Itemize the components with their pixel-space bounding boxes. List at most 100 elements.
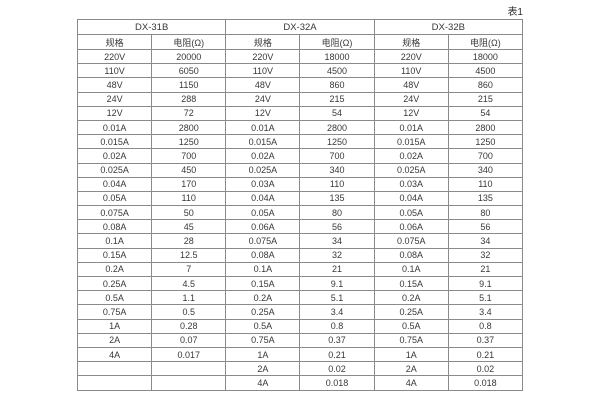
table-row: 0.02A 700 0.02A 700 0.02A 700: [76, 148, 524, 164]
resistance-cell: 1250: [299, 134, 375, 150]
spec-cell: 0.015A: [76, 134, 153, 150]
resistance-cell: 0.017: [151, 346, 227, 363]
spec-cell: 0.01A: [225, 119, 301, 136]
resistance-cell: 80: [299, 205, 375, 221]
resistance-cell: 0.8: [299, 318, 375, 334]
resistance-cell: 860: [447, 77, 524, 93]
spec-cell: 110V: [225, 63, 301, 79]
group-header-dx32b: DX-32B: [373, 19, 524, 35]
spec-cell: 0.02A: [373, 148, 449, 164]
spec-cell: 0.5A: [225, 318, 301, 334]
resistance-cell: 0.5: [151, 304, 227, 320]
spec-cell: 0.01A: [76, 119, 153, 136]
resistance-cell: 18000: [299, 48, 375, 65]
resistance-cell: 0.8: [447, 318, 524, 334]
resistance-cell: 54: [447, 105, 524, 121]
spec-cell: 4A: [373, 375, 449, 391]
spec-cell: 0.05A: [225, 205, 301, 221]
spec-cell: 0.04A: [225, 190, 301, 207]
spec-cell: 0.15A: [225, 275, 301, 292]
spec-cell: 0.075A: [225, 233, 301, 249]
resistance-cell: 340: [299, 162, 375, 178]
resistance-cell: 5.1: [299, 290, 375, 306]
spec-cell: 12V: [225, 105, 301, 121]
spec-cell: 220V: [76, 48, 153, 65]
resistance-cell: 110: [447, 176, 524, 192]
column-header-spec: 规格: [225, 34, 301, 50]
spec-cell: 0.015A: [373, 134, 449, 150]
resistance-cell: 288: [151, 91, 227, 107]
table-row: 0.1A 28 0.075A 34 0.075A 34: [76, 233, 524, 249]
resistance-cell: 1250: [447, 134, 524, 150]
resistance-cell: 34: [299, 233, 375, 249]
spec-cell: [76, 361, 153, 377]
resistance-cell: 0.02: [447, 361, 524, 377]
resistance-cell: 34: [447, 233, 524, 249]
spec-cell: 0.15A: [76, 247, 153, 263]
resistance-cell: 110: [151, 190, 227, 207]
resistance-cell: [151, 375, 227, 391]
spec-cell: 4A: [225, 375, 301, 391]
resistance-cell: 80: [447, 205, 524, 221]
resistance-cell: 700: [299, 148, 375, 164]
resistance-cell: 4500: [447, 63, 524, 79]
resistance-cell: 450: [151, 162, 227, 178]
table-row: 24V 288 24V 215 24V 215: [76, 91, 524, 107]
resistance-cell: 6050: [151, 63, 227, 79]
spec-cell: 110V: [373, 63, 449, 79]
table-row: 0.01A 2800 0.01A 2800 0.01A 2800: [76, 119, 524, 136]
spec-cell: 0.04A: [373, 190, 449, 207]
table-row: 0.75A 0.5 0.25A 3.4 0.25A 3.4: [76, 304, 524, 320]
resistance-cell: 0.018: [299, 375, 375, 391]
spec-cell: 0.2A: [373, 290, 449, 306]
resistance-cell: 215: [299, 91, 375, 107]
group-header-dx31b: DX-31B: [76, 19, 227, 35]
resistance-cell: 135: [299, 190, 375, 207]
resistance-cell: 3.4: [299, 304, 375, 320]
table-row: 0.2A 7 0.1A 21 0.1A 21: [76, 261, 524, 278]
table-row: 0.15A 12.5 0.08A 32 0.08A 32: [76, 247, 524, 263]
spec-cell: 0.04A: [76, 176, 153, 192]
spec-cell: 1A: [76, 318, 153, 334]
column-header-resistance: 电阻(Ω): [447, 34, 524, 50]
table-row: 12V 72 12V 54 12V 54: [76, 105, 524, 121]
table-row: 0.25A 4.5 0.15A 9.1 0.15A 9.1: [76, 275, 524, 292]
spec-cell: 4A: [76, 346, 153, 363]
resistance-cell: 4.5: [151, 275, 227, 292]
spec-cell: 0.1A: [225, 261, 301, 278]
group-header-dx32a: DX-32A: [225, 19, 375, 35]
spec-cell: 0.5A: [76, 290, 153, 306]
spec-cell: 0.08A: [225, 247, 301, 263]
table-body: 220V 20000 220V 18000 220V 18000 110V 6050 110V 4…: [76, 48, 524, 391]
resistance-cell: 0.37: [447, 332, 524, 348]
resistance-cell: 4500: [299, 63, 375, 79]
resistance-cell: 45: [151, 219, 227, 235]
resistance-cell: 860: [299, 77, 375, 93]
spec-cell: 0.2A: [225, 290, 301, 306]
table-row: 48V 1150 48V 860 48V 860: [76, 77, 524, 93]
resistance-cell: 0.21: [299, 346, 375, 363]
table-row: 0.08A 45 0.06A 56 0.06A 56: [76, 219, 524, 235]
resistance-cell: 32: [299, 247, 375, 263]
resistance-spec-table: DX-31B DX-32A DX-32B 规格 电阻(Ω) 规格 电阻(Ω) 规…: [76, 19, 524, 391]
spec-cell: 48V: [76, 77, 153, 93]
resistance-cell: 21: [299, 261, 375, 278]
spec-cell: 110V: [76, 63, 153, 79]
spec-cell: 48V: [373, 77, 449, 93]
column-header-resistance: 电阻(Ω): [151, 34, 227, 50]
spec-cell: 24V: [76, 91, 153, 107]
column-header-spec: 规格: [76, 34, 153, 50]
resistance-cell: 2800: [447, 119, 524, 136]
spec-cell: 220V: [373, 48, 449, 65]
spec-cell: [76, 375, 153, 391]
resistance-cell: 56: [299, 219, 375, 235]
spec-cell: 24V: [225, 91, 301, 107]
spec-cell: 0.25A: [76, 275, 153, 292]
spec-cell: 0.05A: [76, 190, 153, 207]
spec-cell: 0.03A: [225, 176, 301, 192]
spec-cell: 0.75A: [373, 332, 449, 348]
table-row: 0.015A 1250 0.015A 1250 0.015A 1250: [76, 134, 524, 150]
table-row: 0.025A 450 0.025A 340 0.025A 340: [76, 162, 524, 178]
resistance-cell: 1150: [151, 77, 227, 93]
